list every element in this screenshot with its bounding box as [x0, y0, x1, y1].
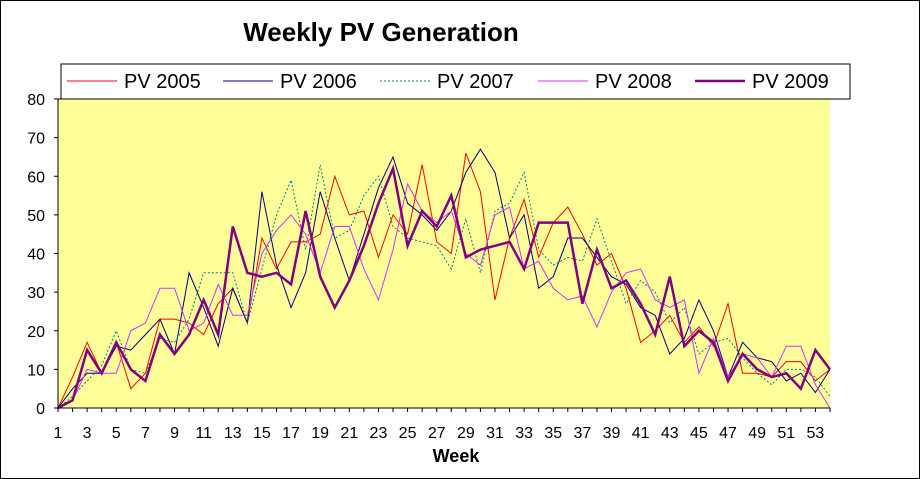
series-line-pv-2007	[57, 164, 831, 409]
x-tick-label: 39	[603, 425, 621, 442]
legend-label: PV 2005	[124, 71, 201, 93]
legend-label: PV 2009	[752, 71, 829, 93]
legend-entry: PV 2007	[380, 71, 514, 93]
x-tick-label: 47	[719, 425, 737, 442]
x-tick-label: 25	[399, 425, 417, 442]
series-line-pv-2009	[57, 164, 831, 410]
x-tick-label: 43	[661, 425, 679, 442]
x-tick-label: 11	[195, 425, 212, 442]
x-tick-labels: 1 3 5 7 9 11 13 15 17 19 21 23 25 27 29 31 33 35 37 39 41 43 4…	[54, 425, 825, 442]
legend-label: PV 2008	[595, 71, 672, 93]
x-tick-label: 17	[282, 425, 300, 442]
x-tick-label: 29	[457, 425, 475, 442]
x-tick-label: 49	[748, 425, 766, 442]
y-tick-labels: 0 10 20 30 40 50 60 70 80	[27, 92, 45, 418]
x-axis-label: Week	[433, 446, 481, 466]
legend-label: PV 2006	[280, 71, 357, 93]
legend-entry: PV 2008	[538, 71, 672, 93]
legend-entry: PV 2009	[695, 71, 829, 93]
x-tick-label: 19	[311, 425, 329, 442]
x-tick-label: 9	[170, 425, 179, 442]
y-tick-label: 10	[27, 362, 45, 379]
x-tick-label: 1	[54, 425, 63, 442]
x-tick-label: 35	[544, 425, 562, 442]
chart-title: Weekly PV Generation	[243, 17, 519, 47]
x-tick-label: 37	[573, 425, 591, 442]
series-line-pv-2006	[57, 148, 831, 409]
x-tick-label: 51	[777, 425, 795, 442]
x-tick-label: 13	[224, 425, 242, 442]
y-tick-label: 50	[27, 208, 45, 225]
legend-entry: PV 2005	[67, 71, 201, 93]
y-tick-label: 80	[27, 92, 45, 109]
series-line-pv-2008	[57, 182, 831, 409]
legend: PV 2005 PV 2006 PV 2007 PV 2008 PV 2009	[60, 63, 851, 100]
y-tick-label: 70	[27, 131, 45, 148]
x-tick-label: 41	[632, 425, 650, 442]
x-tick-label: 21	[340, 425, 358, 442]
x-tick-label: 15	[253, 425, 271, 442]
legend-label: PV 2007	[437, 71, 514, 93]
series-layer	[57, 148, 831, 410]
x-tick-label: 53	[807, 425, 825, 442]
x-tick-label: 3	[83, 425, 92, 442]
y-tick-label: 20	[27, 324, 45, 341]
axes	[54, 98, 831, 412]
legend-entry: PV 2006	[223, 71, 357, 93]
x-tick-label: 23	[370, 425, 388, 442]
x-tick-label: 5	[112, 425, 121, 442]
x-tick-label: 45	[690, 425, 708, 442]
y-tick-label: 40	[27, 247, 45, 264]
y-tick-label: 0	[36, 401, 45, 418]
plot-area	[58, 99, 830, 408]
x-tick-label: 7	[141, 425, 150, 442]
y-tick-label: 60	[27, 169, 45, 186]
legend-box	[60, 63, 851, 100]
x-tick-label: 27	[428, 425, 446, 442]
x-tick-label: 31	[486, 425, 504, 442]
y-tick-label: 30	[27, 285, 45, 302]
x-tick-label: 33	[515, 425, 533, 442]
